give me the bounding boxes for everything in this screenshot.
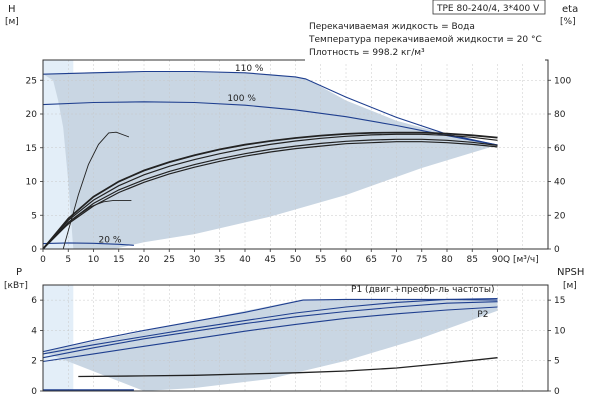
plot-frame bbox=[42, 284, 549, 392]
y-tick-label-left: 0 bbox=[31, 245, 37, 255]
y-axis-label-left: H bbox=[8, 4, 16, 15]
y-axis-unit-right: [м] bbox=[563, 281, 577, 291]
y-tick-label-left: 2 bbox=[31, 357, 37, 367]
x-tick-label: 25 bbox=[164, 255, 175, 265]
y-tick-label-right: 10 bbox=[554, 326, 566, 336]
y-tick-label-right: 0 bbox=[554, 387, 560, 397]
y-axis-unit-right: [%] bbox=[560, 17, 576, 27]
y-axis-unit-left: [м] bbox=[5, 17, 19, 27]
x-tick-label: 70 bbox=[391, 255, 403, 265]
info-density: Плотность = 998.2 кг/м³ bbox=[309, 48, 425, 58]
x-tick-label: 35 bbox=[214, 255, 225, 265]
y-axis-label-left: P bbox=[16, 267, 22, 278]
y-tick-label-right: 100 bbox=[554, 76, 571, 86]
curve-top-8 bbox=[42, 199, 132, 250]
y-tick-label-right: 80 bbox=[554, 110, 566, 120]
chart-title: TPE 80-240/4, 3*400 V bbox=[436, 4, 540, 14]
y-tick-label-left: 5 bbox=[31, 211, 37, 221]
info-fluid: Перекачиваемая жидкость = Вода bbox=[309, 22, 475, 32]
curve-label: P2 bbox=[477, 310, 488, 320]
y-tick-label-left: 0 bbox=[31, 387, 37, 397]
y-tick-label-left: 6 bbox=[31, 296, 37, 306]
y-tick-label-left: 15 bbox=[26, 144, 37, 154]
ticks: 0 5 10 15 20 25 30 35 40 45 50 55 60 65 70 75 80 85 90 0 5 10… bbox=[26, 76, 572, 265]
x-tick-label: 50 bbox=[290, 255, 302, 265]
chart-title-box bbox=[432, 0, 546, 15]
x-tick-label: 55 bbox=[315, 255, 326, 265]
x-tick-label: 75 bbox=[416, 255, 427, 265]
x-tick-label: 30 bbox=[189, 255, 201, 265]
curve-bot-3 bbox=[42, 298, 498, 355]
x-tick-label: 10 bbox=[88, 255, 100, 265]
x-tick-label: 60 bbox=[340, 255, 352, 265]
curve-20 bbox=[42, 242, 134, 246]
x-tick-label: 90 bbox=[492, 255, 504, 265]
curve-labels: 110 % 100 % 20 % bbox=[99, 64, 264, 245]
y-axis-label-right: eta bbox=[562, 4, 578, 15]
x-tick-label: 40 bbox=[239, 255, 251, 265]
y-tick-label-right: 0 bbox=[554, 245, 560, 255]
x-tick-label: 45 bbox=[265, 255, 276, 265]
curves bbox=[42, 298, 498, 392]
info-temperature: Температура перекачиваемой жидкости = 20… bbox=[308, 35, 542, 45]
curve-110 bbox=[42, 70, 498, 146]
curve-top-3 bbox=[42, 141, 498, 250]
grid bbox=[42, 60, 548, 250]
curve-label: 20 % bbox=[99, 235, 122, 245]
y-tick-label-right: 40 bbox=[554, 178, 566, 188]
curve-label: 110 % bbox=[235, 64, 264, 74]
curve-label: P1 (двиг.+преобр-ль частоты) bbox=[351, 285, 495, 295]
curve-top-6 bbox=[42, 131, 498, 250]
curves bbox=[42, 70, 498, 250]
y-tick-label-left: 25 bbox=[26, 76, 37, 86]
curve-labels: P1 (двиг.+преобр-ль частоты) P2 bbox=[351, 285, 495, 320]
y-tick-label-right: 15 bbox=[554, 296, 565, 306]
y-tick-label-left: 20 bbox=[26, 110, 38, 120]
info-box bbox=[305, 18, 545, 62]
y-axis-label-right: NPSH bbox=[557, 267, 584, 278]
x-axis-label: Q [м³/ч] bbox=[503, 255, 539, 265]
curve-P1 bbox=[42, 298, 498, 353]
curve-label: 100 % bbox=[227, 94, 256, 104]
curve-P2 bbox=[42, 306, 498, 363]
x-tick-label: 65 bbox=[366, 255, 377, 265]
x-tick-label: 5 bbox=[65, 255, 71, 265]
ticks: 0 2 4 6 0 5 10 15 bbox=[31, 296, 565, 397]
curve-100 bbox=[42, 101, 498, 146]
x-tick-label: 85 bbox=[467, 255, 478, 265]
x-tick-label: 20 bbox=[138, 255, 150, 265]
y-tick-label-left: 4 bbox=[31, 326, 37, 336]
x-tick-label: 80 bbox=[441, 255, 453, 265]
head-efficiency-panel: 0 5 10 15 20 25 30 35 40 45 50 55 60 65 70 75 80 85 90 0 5 10… bbox=[5, 0, 578, 265]
x-tick-label: 15 bbox=[113, 255, 124, 265]
curve-top-5 bbox=[42, 133, 498, 250]
low-flow-shade bbox=[43, 285, 74, 391]
x-tick-label: 0 bbox=[40, 255, 46, 265]
y-tick-label-right: 20 bbox=[554, 211, 566, 221]
curve-bot-5 bbox=[78, 357, 498, 378]
y-axis-unit-left: [кВт] bbox=[4, 281, 28, 291]
y-tick-label-right: 60 bbox=[554, 144, 566, 154]
curve-bot-2 bbox=[42, 301, 498, 359]
y-tick-label-right: 5 bbox=[554, 357, 560, 367]
curve-top-7 bbox=[62, 131, 130, 250]
curve-top-4 bbox=[42, 138, 498, 250]
y-tick-label-left: 10 bbox=[26, 178, 38, 188]
